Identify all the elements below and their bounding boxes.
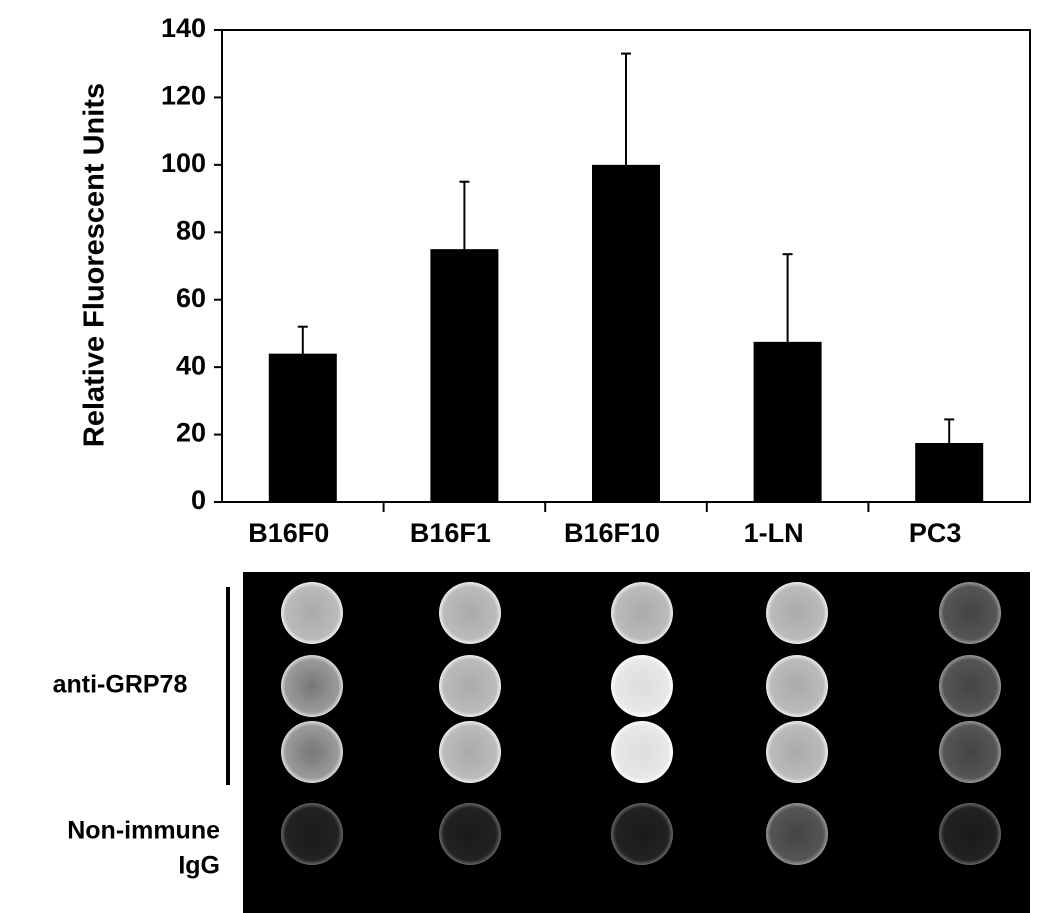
x-tick-label: B16F0: [248, 518, 329, 548]
y-tick-label: 80: [176, 215, 206, 245]
well: [766, 721, 828, 783]
well: [439, 582, 501, 644]
y-tick-label: 40: [176, 350, 206, 380]
bar: [268, 353, 337, 502]
bar: [753, 341, 822, 502]
well: [281, 803, 343, 865]
well: [439, 803, 501, 865]
x-tick-label: B16F1: [410, 518, 491, 548]
row-label: IgG: [178, 852, 220, 880]
bar: [592, 164, 660, 502]
row-label: Non-immune: [67, 817, 220, 845]
well: [281, 721, 343, 783]
well: [939, 582, 1001, 644]
well: [766, 655, 828, 717]
well: [939, 721, 1001, 783]
row-label: anti-GRP78: [53, 671, 188, 699]
x-tick-label: 1-LN: [744, 518, 804, 548]
x-tick-label: PC3: [909, 518, 962, 548]
image-panel: anti-GRP78 Non-immune IgG: [53, 572, 1030, 913]
well: [939, 655, 1001, 717]
well: [611, 803, 673, 865]
well: [611, 721, 673, 783]
bar: [915, 443, 984, 502]
well: [281, 582, 343, 644]
y-tick-label: 60: [176, 283, 206, 313]
y-tick-label: 120: [161, 81, 206, 111]
well: [939, 803, 1001, 865]
well: [766, 582, 828, 644]
x-tick-label: B16F10: [564, 518, 660, 548]
well: [611, 582, 673, 644]
well: [281, 655, 343, 717]
well: [766, 803, 828, 865]
y-tick-label: 140: [161, 13, 206, 43]
y-tick-label: 20: [176, 418, 206, 448]
bar: [430, 249, 499, 502]
y-tick-label: 0: [191, 485, 206, 515]
wells: [281, 582, 1001, 865]
bar-chart: Relative Fluorescent Units 0 20 40 60 80 100 1…: [79, 13, 1031, 548]
y-tick-label: 100: [161, 148, 206, 178]
well: [439, 655, 501, 717]
well: [611, 655, 673, 717]
y-axis-label: Relative Fluorescent Units: [79, 83, 111, 447]
well: [439, 721, 501, 783]
